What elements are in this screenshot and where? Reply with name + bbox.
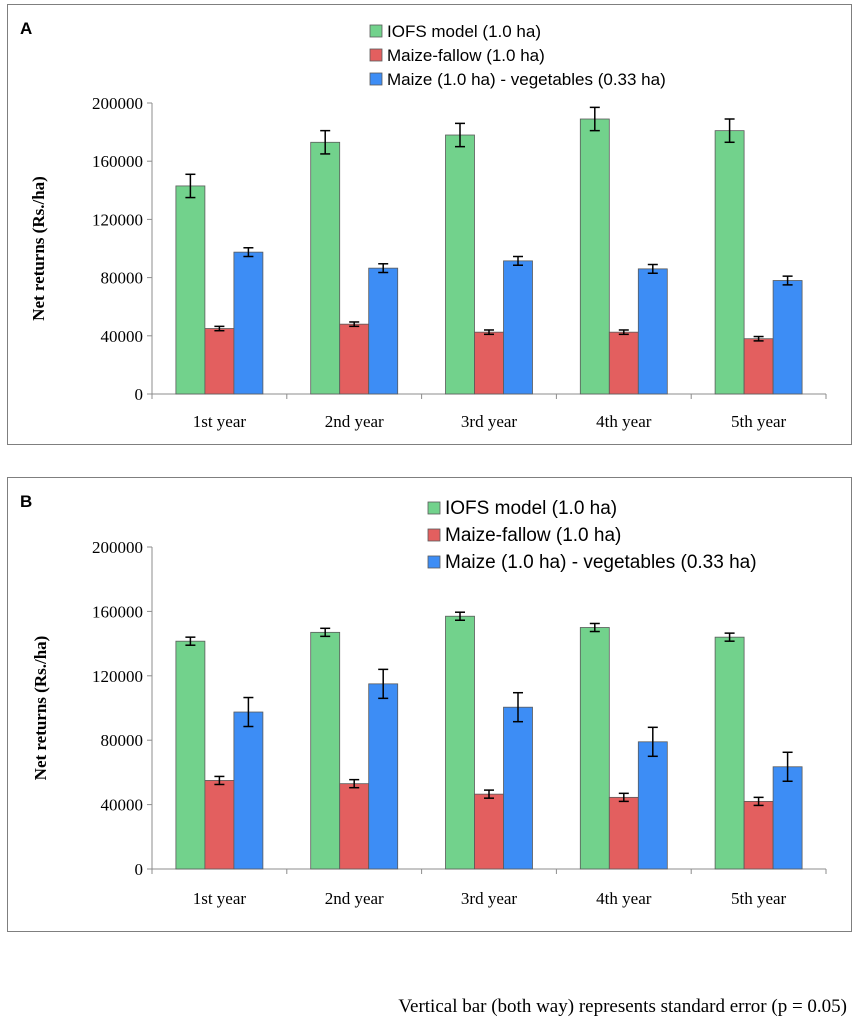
bar <box>204 328 235 395</box>
bar <box>772 280 803 395</box>
legend-label: IOFS model (1.0 ha) <box>387 22 541 41</box>
legend-label: Maize (1.0 ha) - vegetables (0.33 ha) <box>445 552 757 573</box>
bar <box>743 800 774 870</box>
legend-label: Maize (1.0 ha) - vegetables (0.33 ha) <box>387 70 666 89</box>
x-tick-label: 4th year <box>596 412 652 431</box>
legend-swatch <box>427 555 441 569</box>
x-tick-label: 3rd year <box>461 412 518 431</box>
y-tick-label: 80000 <box>101 269 144 288</box>
legend-label: Maize-fallow (1.0 ha) <box>445 525 621 546</box>
footnote: Vertical bar (both way) represents stand… <box>398 996 847 1017</box>
y-tick-label: 160000 <box>92 602 143 621</box>
y-tick-label: 200000 <box>92 94 143 113</box>
bar <box>368 267 399 395</box>
x-tick-label: 2nd year <box>325 889 384 908</box>
bar <box>772 766 803 870</box>
bar <box>637 268 668 395</box>
legend-label: Maize-fallow (1.0 ha) <box>387 46 545 65</box>
x-tick-label: 5th year <box>731 889 787 908</box>
panel-label-b: B <box>20 492 33 511</box>
bar <box>637 741 668 870</box>
bar <box>445 134 475 395</box>
y-tick-label: 200000 <box>92 538 143 557</box>
bar <box>310 631 341 870</box>
y-tick-label: 120000 <box>92 210 143 229</box>
x-tick-label: 5th year <box>731 412 787 431</box>
bar <box>579 627 610 870</box>
bar <box>339 323 370 395</box>
y-axis-title: Net returns (Rs./ha) <box>31 636 50 781</box>
bar <box>714 130 745 395</box>
chart-a: 0 40000 80000 120000 160000 200000 Net returns… <box>29 22 827 431</box>
legend-swatch <box>369 24 383 38</box>
bar <box>743 338 774 395</box>
y-tick-label: 0 <box>135 860 144 879</box>
x-tick-label: 2nd year <box>325 412 384 431</box>
bar <box>445 615 475 870</box>
bar <box>339 783 370 870</box>
bar <box>175 640 206 870</box>
legend-swatch <box>427 501 441 515</box>
bar <box>233 251 264 395</box>
y-tick-label: 0 <box>135 385 144 404</box>
y-tick-label: 120000 <box>92 667 143 686</box>
bar <box>310 141 341 395</box>
y-tick-label: 40000 <box>101 796 144 815</box>
panel-label-a: A <box>20 19 33 38</box>
legend-label: IOFS model (1.0 ha) <box>445 498 617 519</box>
x-tick-label: 3rd year <box>461 889 518 908</box>
chart-panel-a: A 0 40000 80000 120000 160000 200000 Net retur… <box>7 4 852 445</box>
y-tick-label: 80000 <box>101 731 144 750</box>
legend-swatch <box>369 72 383 86</box>
bar <box>608 796 639 870</box>
chart-b: 0 40000 80000 120000 160000 200000 Net returns… <box>31 498 827 908</box>
bar <box>474 793 504 870</box>
bar <box>204 780 235 870</box>
bar <box>608 331 639 395</box>
bar <box>503 260 533 395</box>
x-tick-label: 1st year <box>193 412 247 431</box>
bar <box>368 683 399 870</box>
y-tick-label: 160000 <box>92 152 143 171</box>
x-tick-label: 1st year <box>193 889 247 908</box>
y-axis-title: Net returns (Rs./ha) <box>29 176 48 321</box>
bar <box>175 185 206 395</box>
bar <box>474 331 504 395</box>
legend-swatch <box>369 48 383 62</box>
bar <box>714 636 745 870</box>
y-tick-label: 40000 <box>101 327 144 346</box>
bar <box>503 706 533 870</box>
chart-panel-b: B 0 40000 80000 120000 160000 200000 Net retur… <box>7 477 852 932</box>
x-tick-label: 4th year <box>596 889 652 908</box>
bar <box>233 711 264 870</box>
bar <box>579 118 610 395</box>
legend-swatch <box>427 528 441 542</box>
